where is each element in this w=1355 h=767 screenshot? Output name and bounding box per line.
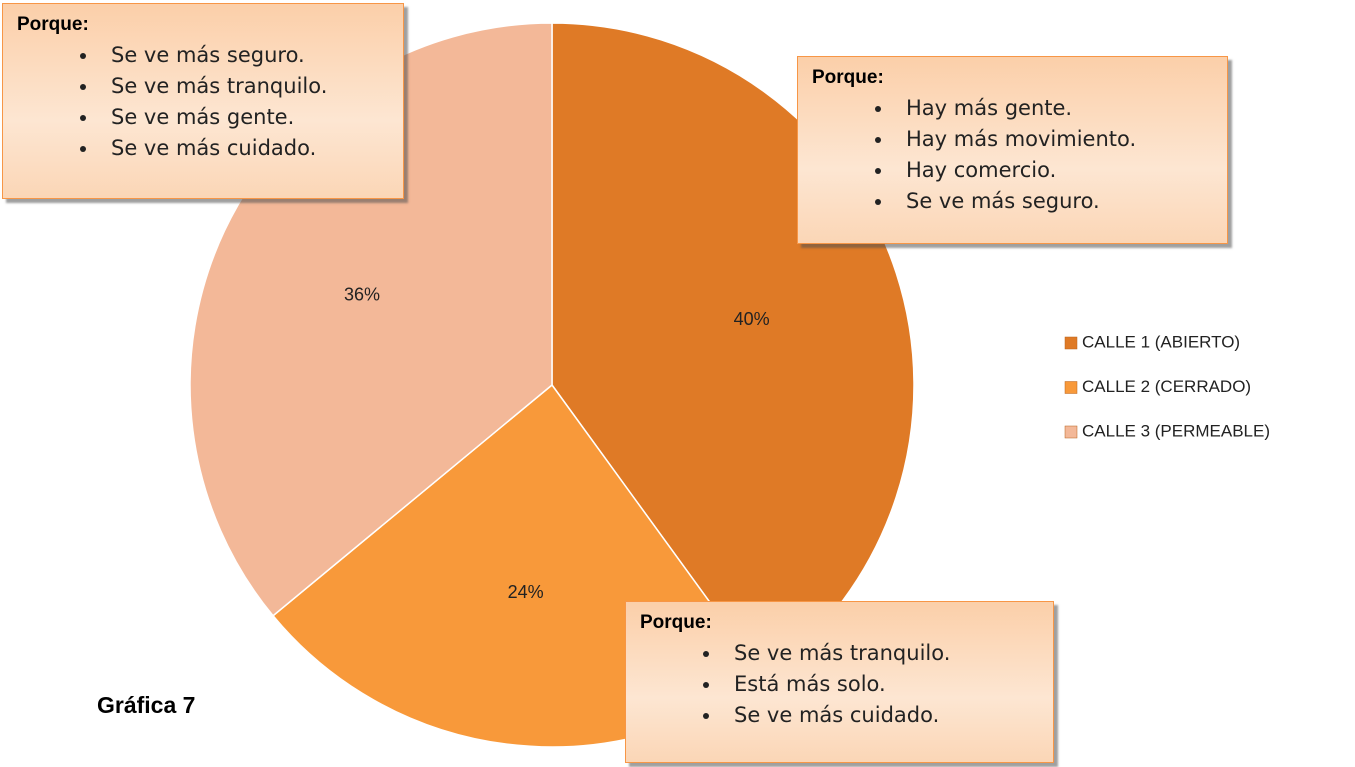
legend-marker (1064, 381, 1078, 394)
annotation-item: Se ve más gente. (99, 102, 389, 133)
annotation-item: Hay más movimiento. (894, 124, 1213, 155)
annotation-item: Se ve más tranquilo. (722, 638, 1039, 669)
annotation-title: Porque: (640, 612, 712, 633)
legend-marker (1064, 425, 1078, 439)
annotation-list: Se ve más seguro.Se ve más tranquilo.Se … (17, 40, 389, 164)
annotation-item: Hay comercio. (894, 155, 1213, 186)
annotation-box: Porque: Se ve más seguro.Se ve más tranqu… (2, 3, 404, 199)
annotation-item: Se ve más cuidado. (722, 700, 1039, 731)
legend-label: CALLE 1 (ABIERTO) (1082, 332, 1240, 351)
chart-title: Gráfica 7 (97, 692, 196, 718)
annotation-item: Se ve más seguro. (99, 40, 389, 71)
legend-label: CALLE 3 (PERMEABLE) (1082, 421, 1270, 440)
annotation-item: Se ve más tranquilo. (99, 71, 389, 102)
data-label: 40% (734, 309, 770, 329)
annotation-item: Se ve más seguro. (894, 186, 1213, 217)
legend-label: CALLE 2 (CERRADO) (1082, 377, 1251, 396)
legend-marker (1064, 336, 1078, 350)
annotation-title: Porque: (17, 14, 89, 35)
annotation-box: Porque: Hay más gente.Hay más movimiento.… (797, 56, 1228, 244)
annotation-item: Está más solo. (722, 669, 1039, 700)
annotation-item: Se ve más cuidado. (99, 133, 389, 164)
data-label: 24% (508, 582, 544, 602)
annotation-item: Hay más gente. (894, 93, 1213, 124)
annotation-title: Porque: (812, 67, 884, 88)
annotation-list: Se ve más tranquilo.Está más solo.Se ve … (640, 638, 1039, 731)
annotation-list: Hay más gente.Hay más movimiento.Hay com… (812, 93, 1213, 217)
data-label: 36% (344, 284, 380, 304)
annotation-box: Porque: Se ve más tranquilo.Está más solo… (625, 601, 1054, 763)
